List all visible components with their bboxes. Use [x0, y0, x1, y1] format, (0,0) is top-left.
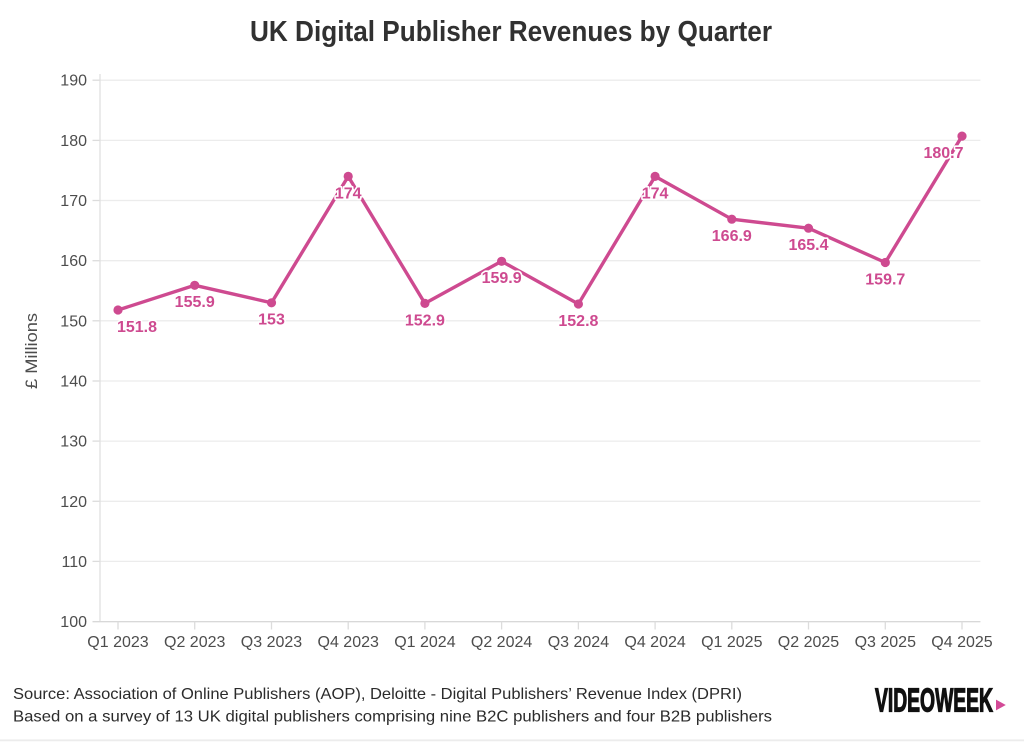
svg-text:Q4 2025: Q4 2025: [931, 634, 992, 651]
svg-text:Based on a survey of 13 UK dig: Based on a survey of 13 UK digital publi…: [13, 709, 772, 726]
svg-text:159.7: 159.7: [865, 271, 905, 288]
svg-text:140: 140: [60, 374, 87, 391]
svg-text:100: 100: [60, 614, 87, 631]
svg-text:155.9: 155.9: [175, 294, 215, 311]
svg-text:UK Digital Publisher Revenues: UK Digital Publisher Revenues by Quarter: [250, 16, 772, 48]
svg-text:Q3 2025: Q3 2025: [855, 634, 916, 651]
svg-text:152.9: 152.9: [405, 312, 445, 329]
svg-text:Q1 2025: Q1 2025: [701, 634, 762, 651]
svg-text:120: 120: [60, 494, 87, 511]
svg-text:180: 180: [60, 133, 87, 150]
svg-text:159.9: 159.9: [482, 270, 522, 287]
svg-text:Q2 2024: Q2 2024: [471, 634, 532, 651]
svg-text:Q2 2025: Q2 2025: [778, 634, 839, 651]
svg-text:110: 110: [61, 554, 87, 571]
svg-text:160: 160: [60, 253, 87, 270]
svg-text:165.4: 165.4: [788, 237, 828, 254]
svg-text:Q2 2023: Q2 2023: [164, 634, 225, 651]
svg-text:166.9: 166.9: [712, 228, 752, 245]
svg-text:Q4 2024: Q4 2024: [624, 634, 685, 651]
svg-text:170: 170: [60, 193, 87, 210]
svg-text:190: 190: [60, 73, 87, 90]
svg-text:174: 174: [335, 185, 362, 202]
svg-text:Q3 2024: Q3 2024: [548, 634, 609, 651]
svg-text:180.7: 180.7: [923, 145, 963, 162]
svg-text:Q4 2023: Q4 2023: [318, 634, 379, 651]
svg-text:Q3 2023: Q3 2023: [241, 634, 302, 651]
svg-text:£ Millions: £ Millions: [22, 313, 41, 389]
svg-text:151.8: 151.8: [117, 319, 157, 336]
svg-text:153: 153: [258, 312, 285, 329]
svg-text:VIDEOWEEK: VIDEOWEEK: [875, 682, 993, 719]
svg-text:Source: Association of Online: Source: Association of Online Publishers…: [13, 686, 742, 703]
svg-text:Q1 2023: Q1 2023: [87, 634, 148, 651]
svg-text:150: 150: [60, 313, 87, 330]
svg-text:152.8: 152.8: [558, 313, 598, 330]
svg-text:174: 174: [642, 185, 669, 202]
svg-text:Q1 2024: Q1 2024: [394, 634, 455, 651]
svg-text:130: 130: [60, 434, 87, 451]
